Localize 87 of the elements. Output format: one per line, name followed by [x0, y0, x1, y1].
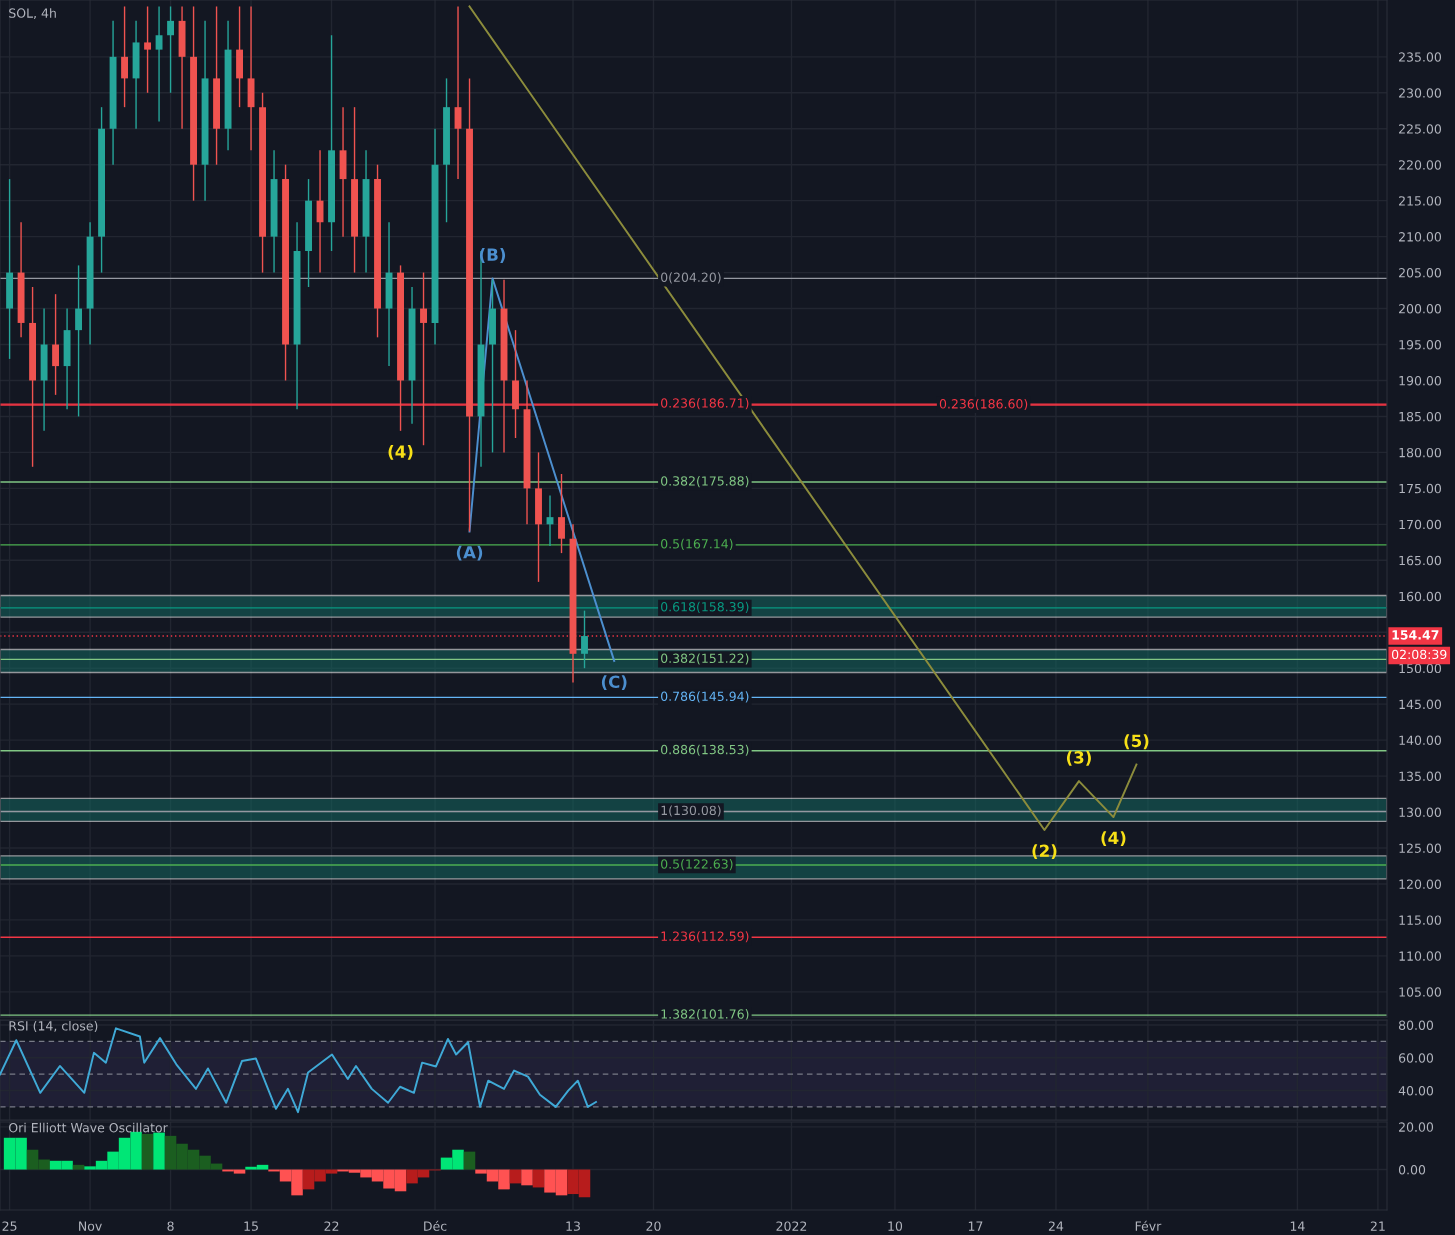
y-tick-label: 165.00	[1399, 555, 1442, 566]
ref-line-label: 0.382(175.88)	[661, 476, 749, 488]
x-tick-label: Févr	[1135, 1220, 1162, 1231]
y-tick-label: 175.00	[1399, 483, 1442, 494]
y-tick-label: 230.00	[1399, 88, 1442, 98]
candlestick	[558, 473, 565, 554]
ref-line-label: 0.236(186.60)	[939, 398, 1028, 411]
y-tick-label: 60.00	[1398, 1053, 1434, 1063]
bar	[153, 1132, 165, 1170]
annotation: (3)	[1066, 750, 1091, 766]
ref-line-label: 0.5(122.63)	[661, 859, 733, 871]
y-tick-label: 150.00	[1399, 663, 1442, 674]
y-tick-label: 135.00	[1399, 771, 1442, 781]
x-tick-label: 10	[888, 1221, 903, 1231]
bar	[521, 1169, 533, 1186]
y-tick-label: 115.00	[1399, 915, 1442, 925]
ref-line-label: 0.382(151.22)	[661, 653, 749, 665]
y-tick-label: 195.00	[1399, 339, 1442, 350]
y-tick-label: 220.00	[1399, 160, 1442, 170]
candlestick	[75, 264, 83, 418]
candlestick	[144, 5, 152, 94]
y-tick-label: 20.00	[1399, 1122, 1434, 1132]
bar	[532, 1169, 545, 1188]
ref-line-label: 1.382(101.76)	[661, 1009, 749, 1021]
annotation: (4)	[1101, 831, 1126, 847]
annotation: (2)	[1032, 844, 1057, 860]
y-tick-label: 160.00	[1399, 591, 1442, 602]
candlestick	[52, 293, 60, 396]
y-tick-label: 120.00	[1399, 879, 1442, 889]
y-tick-label: 105.00	[1399, 987, 1442, 997]
annotation: (C)	[601, 675, 627, 691]
chart-title: Ori Elliott Wave Oscillator	[9, 1122, 168, 1133]
y-tick-label: 0.00	[1398, 1165, 1426, 1175]
text: SOL, 4h	[9, 8, 56, 20]
ref-line-label: 1(130.08)	[661, 805, 721, 817]
candlestick	[581, 609, 588, 669]
bar	[141, 1133, 154, 1170]
y-tick-label: 140.00	[1399, 735, 1442, 746]
ref-line-label: 0.236(186.71)	[661, 398, 749, 410]
annotation: (4)	[388, 445, 413, 460]
y-tick-label: 180.00	[1399, 447, 1442, 458]
candlestick	[420, 271, 427, 446]
y-tick-label: 80.00	[1398, 1020, 1434, 1030]
y-tick-label: 210.00	[1399, 232, 1442, 242]
x-tick-label: 17	[968, 1221, 983, 1231]
y-tick-label: 125.00	[1399, 843, 1442, 853]
y-tick-label: 145.00	[1399, 699, 1442, 710]
bar	[509, 1169, 522, 1184]
annotation: (A)	[456, 545, 483, 561]
annotation: (5)	[1124, 734, 1149, 750]
ref-line-label: 0.886(138.53)	[661, 744, 749, 756]
y-tick-label: 170.00	[1399, 519, 1442, 530]
y-tick-label: 235.00	[1399, 52, 1442, 62]
y-tick-label: 40.00	[1398, 1085, 1434, 1096]
y-tick-label: 225.00	[1399, 124, 1442, 134]
ref-line-label: 0.5(167.14)	[661, 538, 733, 550]
x-tick-label: 21	[1370, 1221, 1385, 1231]
x-tick-label: 20	[646, 1221, 661, 1231]
x-tick-label: 13	[566, 1221, 580, 1231]
ref-line-label: 0(204.20)	[661, 272, 721, 284]
x-tick-label: Nov	[79, 1221, 102, 1231]
ref-line-label: 154.47	[1392, 630, 1439, 640]
x-tick-label: 25	[2, 1221, 17, 1231]
y-tick-label: 185.00	[1399, 411, 1442, 422]
x-tick-label: 15	[244, 1221, 258, 1231]
y-tick-label: 200.00	[1399, 304, 1442, 314]
y-tick-label: 110.00	[1399, 951, 1442, 961]
y-tick-label: 130.00	[1399, 807, 1442, 817]
chart-title: RSI (14, close)	[9, 1020, 98, 1033]
y-tick-label: 205.00	[1399, 268, 1442, 278]
candlestick	[167, 5, 175, 94]
y-tick-label: 190.00	[1399, 375, 1442, 386]
candlestick	[121, 5, 129, 108]
x-tick-label: 8	[167, 1221, 174, 1231]
bar	[463, 1151, 476, 1170]
x-tick-label: 2022	[776, 1221, 807, 1231]
x-tick-label: 14	[1290, 1221, 1305, 1231]
text: 02:08:39	[1391, 649, 1447, 660]
x-tick-label: 24	[1048, 1221, 1064, 1231]
y-tick-label: 215.00	[1399, 196, 1442, 206]
x-tick-label: Déc	[424, 1220, 447, 1231]
bar	[72, 1164, 85, 1170]
x-tick-label: 22	[324, 1221, 339, 1231]
ref-line-label: 1.236(112.59)	[661, 931, 749, 943]
candlestick	[155, 5, 163, 123]
ref-line-label: 0.786(145.94)	[661, 691, 749, 703]
ref-line-label: 0.618(158.39)	[661, 601, 749, 613]
